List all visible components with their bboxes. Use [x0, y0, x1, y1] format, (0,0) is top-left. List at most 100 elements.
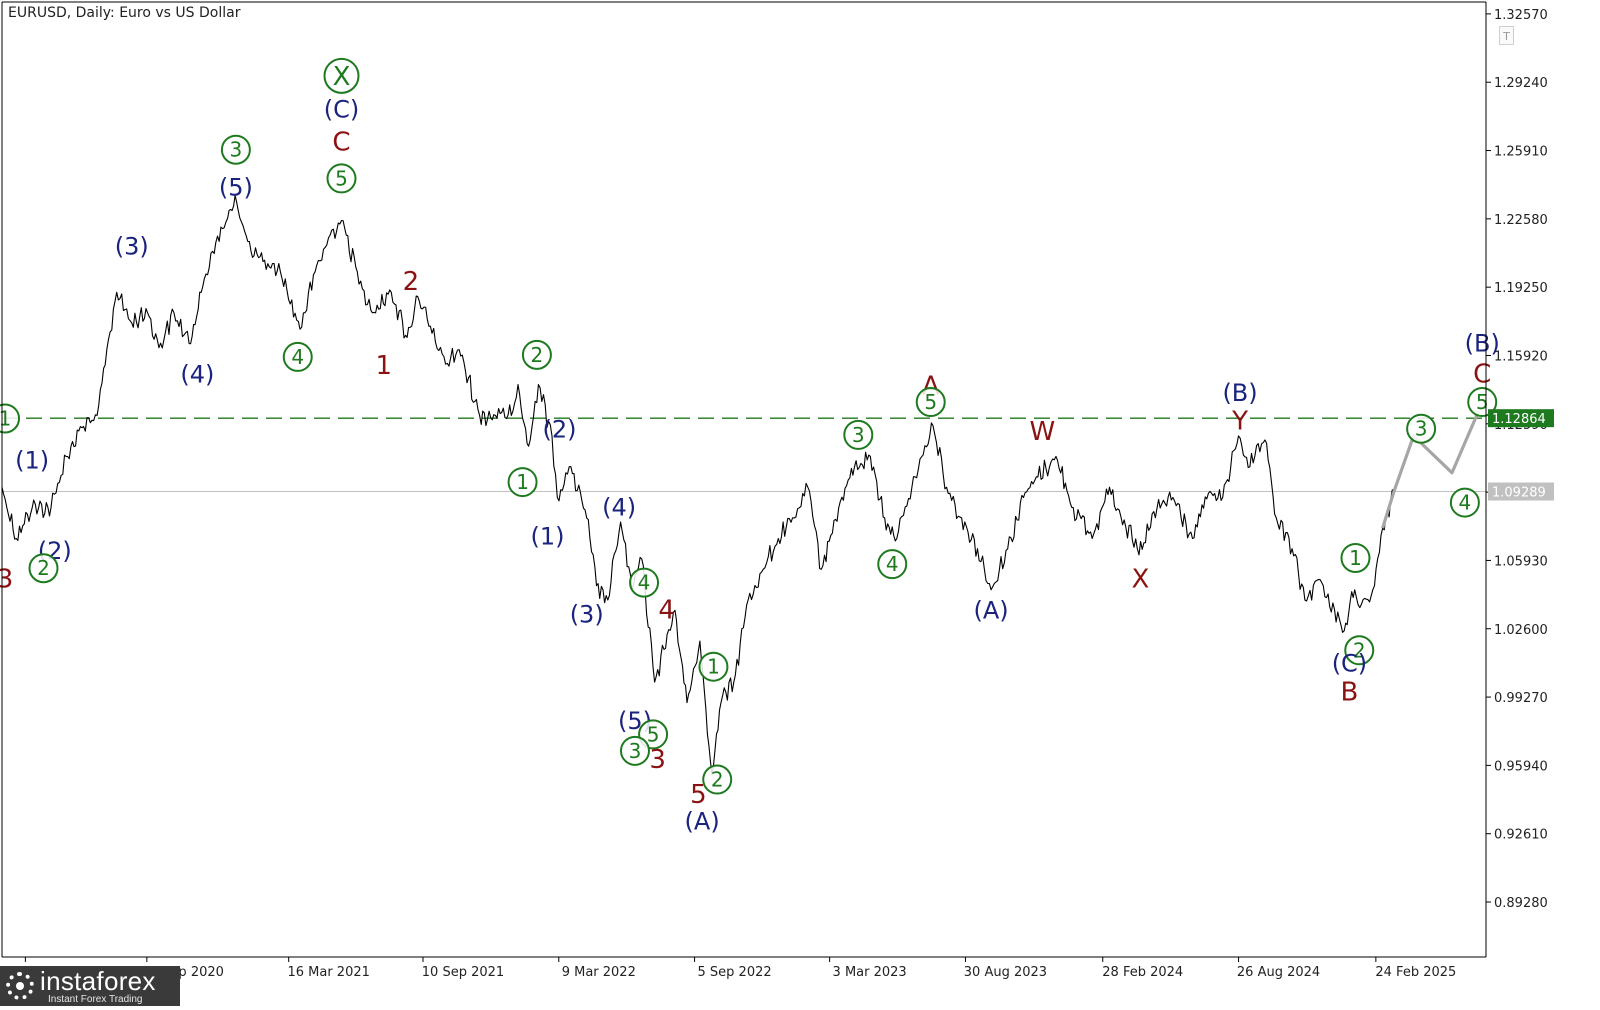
wave-label-33: 4 [886, 552, 899, 576]
wave-label-circle-46 [1449, 487, 1480, 518]
wave-label-circle-13 [323, 57, 360, 94]
wave-label-6: (4) [180, 360, 214, 388]
wave-label-circle-42 [1344, 635, 1375, 666]
y-tick-label-0: 1.32570 [1494, 8, 1548, 23]
wave-label-circle-0 [0, 403, 21, 434]
wave-label-46: 4 [1459, 491, 1472, 515]
wave-label-18: (2) [543, 416, 577, 444]
wave-label-circle-10 [326, 163, 357, 194]
wave-label-5: (3) [115, 233, 149, 261]
x-tick-label-3: 10 Sep 2021 [422, 965, 504, 980]
price-tag-label-1: 1.09289 [1492, 486, 1546, 501]
wave-label-3: 2 [37, 556, 50, 580]
wave-label-14: 2 [403, 267, 420, 297]
wave-label-21: (3) [570, 600, 604, 628]
wave-label-44: B [1341, 677, 1359, 707]
wave-label-circle-33 [877, 549, 908, 580]
wave-label-circle-41 [1340, 542, 1371, 573]
wave-label-20: (4) [602, 494, 636, 522]
wave-label-12: (C) [324, 96, 359, 124]
gear-logo-icon [6, 972, 34, 1000]
wave-label-circle-29 [702, 764, 733, 795]
wave-label-0: 1 [0, 406, 11, 430]
wave-label-circle-27 [619, 735, 650, 766]
price-series [1, 194, 1395, 775]
x-tick-label-4: 9 Mar 2022 [562, 965, 636, 980]
wave-label-37: W [1030, 417, 1056, 447]
wave-label-47: 5 [1476, 390, 1489, 414]
wave-label-26: 5 [647, 722, 660, 746]
y-tick-label-3: 1.22580 [1494, 213, 1548, 228]
y-tick-label-11: 0.95940 [1494, 759, 1548, 774]
wave-label-19: (1) [530, 522, 564, 550]
wave-label-39: (B) [1222, 379, 1257, 407]
wave-label-41: 1 [1349, 546, 1362, 570]
wave-label-17: 1 [516, 470, 529, 494]
wave-label-45: 3 [1415, 417, 1428, 441]
y-tick-label-13: 0.89280 [1494, 896, 1548, 911]
x-tick-label-10: 24 Feb 2025 [1375, 965, 1456, 980]
wave-label-4: 3 [0, 564, 13, 594]
wave-label-circle-24 [698, 651, 729, 682]
wave-label-24: 1 [707, 655, 720, 679]
trade-panel-toggle-button[interactable]: T [1499, 26, 1514, 45]
brand-watermark: instaforex Instant Forex Trading [0, 966, 180, 1006]
brand-name: instaforex [40, 966, 156, 996]
y-tick-label-5: 1.15920 [1494, 349, 1548, 364]
wave-label-circle-3 [28, 553, 59, 584]
wave-label-42: 2 [1353, 638, 1366, 662]
x-tick-label-2: 16 Mar 2021 [287, 965, 369, 980]
wave-label-8: 3 [230, 138, 243, 162]
wave-label-circle-35 [915, 387, 946, 418]
wave-label-49: (B) [1465, 330, 1500, 358]
wave-label-circle-9 [282, 341, 313, 372]
wave-label-7: (5) [219, 174, 253, 202]
wave-label-circle-47 [1467, 387, 1498, 418]
wave-label-circle-17 [507, 467, 538, 498]
x-tick-label-6: 3 Mar 2023 [833, 965, 907, 980]
wave-label-circle-8 [220, 134, 251, 165]
wave-label-13: X [333, 62, 351, 92]
price-tag-label-0: 1.12864 [1492, 412, 1546, 427]
wave-label-38: X [1132, 564, 1150, 594]
x-tick-label-9: 26 Aug 2024 [1237, 965, 1320, 980]
wave-label-40: Y [1231, 407, 1248, 437]
brand-tagline: Instant Forex Trading [48, 994, 143, 1005]
y-tick-label-1: 1.29240 [1494, 76, 1548, 91]
y-tick-label-12: 0.92610 [1494, 828, 1548, 843]
price-tag-box-1 [1488, 482, 1554, 501]
wave-label-30: 5 [690, 780, 707, 810]
wave-label-35: 5 [924, 390, 937, 414]
wave-label-23: 4 [658, 595, 675, 625]
wave-label-28: 3 [649, 745, 666, 775]
price-tag-box-0 [1488, 409, 1554, 428]
wave-label-9: 4 [291, 345, 304, 369]
y-tick-label-8: 1.05930 [1494, 554, 1548, 569]
wave-label-circle-22 [629, 567, 660, 598]
y-tick-label-4: 1.19250 [1494, 281, 1548, 296]
wave-label-16: 2 [531, 343, 544, 367]
wave-label-15: 1 [375, 351, 392, 381]
wave-label-10: 5 [335, 166, 348, 190]
wave-label-22: 4 [638, 571, 651, 595]
wave-label-31: (A) [685, 808, 720, 836]
wave-label-circle-16 [521, 339, 552, 370]
wave-label-circle-45 [1406, 413, 1437, 444]
x-tick-label-8: 28 Feb 2024 [1102, 965, 1183, 980]
wave-label-11: C [332, 128, 350, 158]
horizontal-levels [2, 417, 1486, 493]
chart-title: EURUSD, Daily: Euro vs US Dollar [8, 5, 241, 21]
y-tick-label-2: 1.25910 [1494, 145, 1548, 160]
wave-label-48: C [1473, 359, 1491, 389]
price-line [1, 194, 1395, 775]
x-tick-label-5: 5 Sep 2022 [698, 965, 772, 980]
wave-label-1: (1) [15, 446, 49, 474]
wave-label-32: 3 [852, 423, 865, 447]
wave-label-29: 2 [711, 768, 724, 792]
wave-label-27: 3 [629, 739, 642, 763]
y-tick-label-9: 1.02600 [1494, 623, 1548, 638]
y-tick-label-10: 0.99270 [1494, 691, 1548, 706]
